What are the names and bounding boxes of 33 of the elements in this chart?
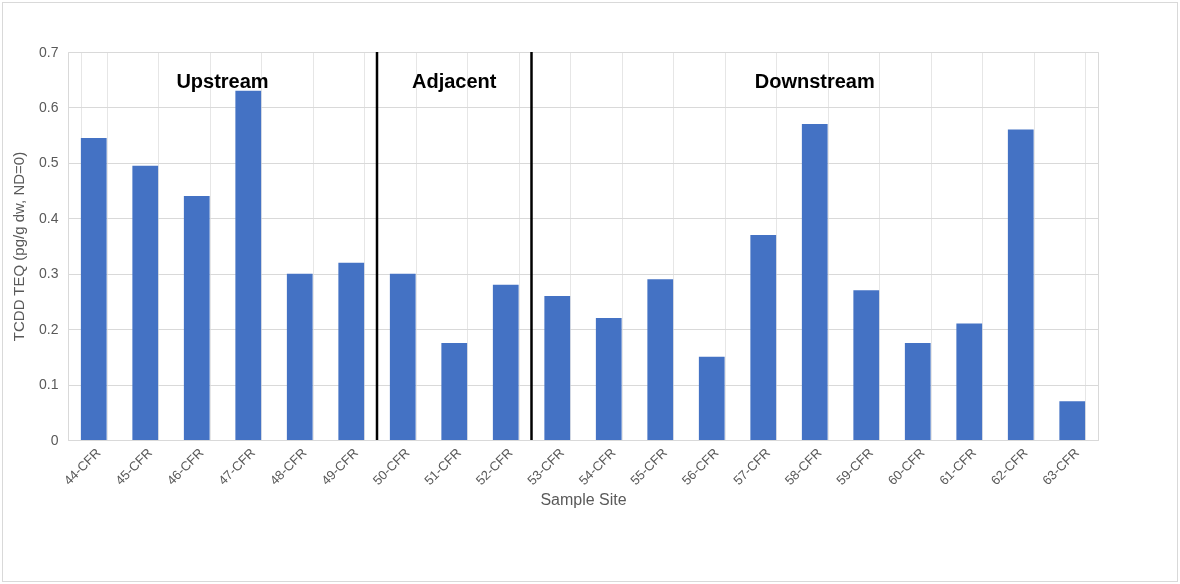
y-tick-label: 0.4 (39, 209, 59, 226)
bar (647, 279, 674, 440)
bar (389, 273, 416, 440)
bar (853, 290, 880, 440)
bar (750, 234, 777, 440)
bar (801, 124, 828, 440)
y-tick-label: 0.2 (39, 320, 59, 337)
bar (544, 295, 571, 440)
bar (1059, 401, 1086, 440)
bar (1007, 129, 1034, 440)
bar (492, 284, 519, 440)
bar (595, 318, 622, 440)
y-tick-label: 0.7 (39, 43, 59, 60)
y-tick-label: 0.5 (39, 154, 59, 171)
bar (80, 137, 107, 440)
bar (698, 356, 725, 440)
annotation: Upstream (176, 70, 269, 92)
bar (286, 273, 313, 440)
bar (904, 343, 931, 440)
bar (338, 262, 365, 440)
annotation: Adjacent (412, 70, 497, 92)
bar (441, 343, 468, 440)
y-axis-title: TCDD TEQ (pg/g dw, ND=0) (10, 151, 28, 342)
y-tick-label: 0 (50, 431, 59, 448)
x-axis-title: Sample Site (540, 490, 627, 508)
y-tick-label: 0.1 (39, 376, 59, 393)
annotation: Downstream (754, 70, 875, 92)
bar (235, 90, 262, 440)
bar (132, 165, 159, 440)
y-tick-label: 0.6 (39, 98, 59, 115)
bar (183, 196, 210, 440)
bar (956, 323, 983, 440)
y-tick-label: 0.3 (39, 265, 59, 282)
